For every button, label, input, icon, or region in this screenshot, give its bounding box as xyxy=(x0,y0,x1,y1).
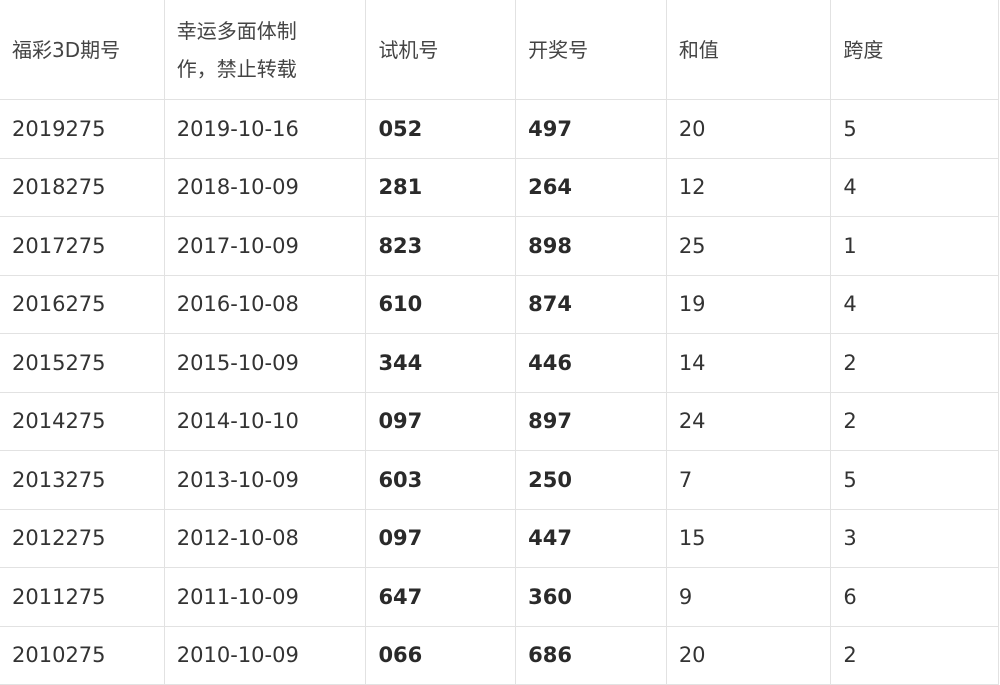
cell-issue: 2012275 xyxy=(0,508,165,568)
cell-date: 2013-10-09 xyxy=(163,450,367,510)
cell-draw-number: 874 xyxy=(515,274,667,334)
cell-test-number: 647 xyxy=(365,567,517,627)
cell-sum: 20 xyxy=(665,625,832,685)
cell-sum: 7 xyxy=(665,450,832,510)
cell-sum: 25 xyxy=(665,216,832,276)
cell-issue: 2011275 xyxy=(0,567,165,627)
cell-date: 2016-10-08 xyxy=(163,274,367,334)
cell-date: 2011-10-09 xyxy=(163,567,367,627)
cell-date: 2014-10-10 xyxy=(163,391,367,451)
cell-issue: 2014275 xyxy=(0,391,165,451)
cell-issue: 2013275 xyxy=(0,450,165,510)
cell-sum: 9 xyxy=(665,567,832,627)
cell-span: 2 xyxy=(830,625,999,685)
table-row: 2012275 2012-10-08 097 447 15 3 xyxy=(0,508,999,568)
cell-span: 2 xyxy=(830,391,999,451)
table-row: 2015275 2015-10-09 344 446 14 2 xyxy=(0,333,999,393)
cell-span: 6 xyxy=(830,567,999,627)
cell-issue: 2015275 xyxy=(0,333,165,393)
cell-draw-number: 360 xyxy=(515,567,667,627)
cell-span: 4 xyxy=(830,157,999,217)
table-row: 2018275 2018-10-09 281 264 12 4 xyxy=(0,157,999,217)
cell-draw-number: 447 xyxy=(515,508,667,568)
cell-date: 2017-10-09 xyxy=(163,216,367,276)
table-row: 2017275 2017-10-09 823 898 25 1 xyxy=(0,216,999,276)
table-row: 2011275 2011-10-09 647 360 9 6 xyxy=(0,567,999,627)
cell-sum: 24 xyxy=(665,391,832,451)
cell-test-number: 823 xyxy=(365,216,517,276)
cell-test-number: 344 xyxy=(365,333,517,393)
cell-sum: 14 xyxy=(665,333,832,393)
cell-issue: 2016275 xyxy=(0,274,165,334)
cell-date: 2010-10-09 xyxy=(163,625,367,685)
cell-test-number: 066 xyxy=(365,625,517,685)
cell-span: 3 xyxy=(830,508,999,568)
cell-test-number: 281 xyxy=(365,157,517,217)
cell-issue: 2017275 xyxy=(0,216,165,276)
table-row: 2014275 2014-10-10 097 897 24 2 xyxy=(0,391,999,451)
table-row: 2010275 2010-10-09 066 686 20 2 xyxy=(0,625,999,685)
cell-test-number: 097 xyxy=(365,508,517,568)
cell-test-number: 610 xyxy=(365,274,517,334)
header-draw-number: 开奖号 xyxy=(515,0,667,100)
cell-span: 4 xyxy=(830,274,999,334)
cell-span: 5 xyxy=(830,450,999,510)
cell-draw-number: 446 xyxy=(515,333,667,393)
cell-issue: 2018275 xyxy=(0,157,165,217)
cell-sum: 15 xyxy=(665,508,832,568)
cell-draw-number: 897 xyxy=(515,391,667,451)
cell-date: 2019-10-16 xyxy=(163,99,367,159)
header-issue: 福彩3D期号 xyxy=(0,0,165,100)
cell-test-number: 603 xyxy=(365,450,517,510)
table-row: 2016275 2016-10-08 610 874 19 4 xyxy=(0,274,999,334)
header-sum: 和值 xyxy=(665,0,832,100)
cell-test-number: 052 xyxy=(365,99,517,159)
cell-draw-number: 264 xyxy=(515,157,667,217)
cell-draw-number: 250 xyxy=(515,450,667,510)
cell-date: 2012-10-08 xyxy=(163,508,367,568)
header-date: 幸运多面体制作，禁止转载 xyxy=(163,0,367,100)
header-row: 福彩3D期号 幸运多面体制作，禁止转载 试机号 开奖号 和值 跨度 xyxy=(0,0,999,100)
cell-test-number: 097 xyxy=(365,391,517,451)
cell-span: 2 xyxy=(830,333,999,393)
cell-issue: 2019275 xyxy=(0,99,165,159)
header-span: 跨度 xyxy=(830,0,999,100)
table-row: 2013275 2013-10-09 603 250 7 5 xyxy=(0,450,999,510)
cell-date: 2018-10-09 xyxy=(163,157,367,217)
cell-issue: 2010275 xyxy=(0,625,165,685)
cell-date: 2015-10-09 xyxy=(163,333,367,393)
cell-span: 1 xyxy=(830,216,999,276)
cell-draw-number: 686 xyxy=(515,625,667,685)
cell-sum: 20 xyxy=(665,99,832,159)
cell-sum: 12 xyxy=(665,157,832,217)
header-test-number: 试机号 xyxy=(365,0,517,100)
table-row: 2019275 2019-10-16 052 497 20 5 xyxy=(0,99,999,159)
cell-span: 5 xyxy=(830,99,999,159)
cell-draw-number: 497 xyxy=(515,99,667,159)
cell-sum: 19 xyxy=(665,274,832,334)
cell-draw-number: 898 xyxy=(515,216,667,276)
